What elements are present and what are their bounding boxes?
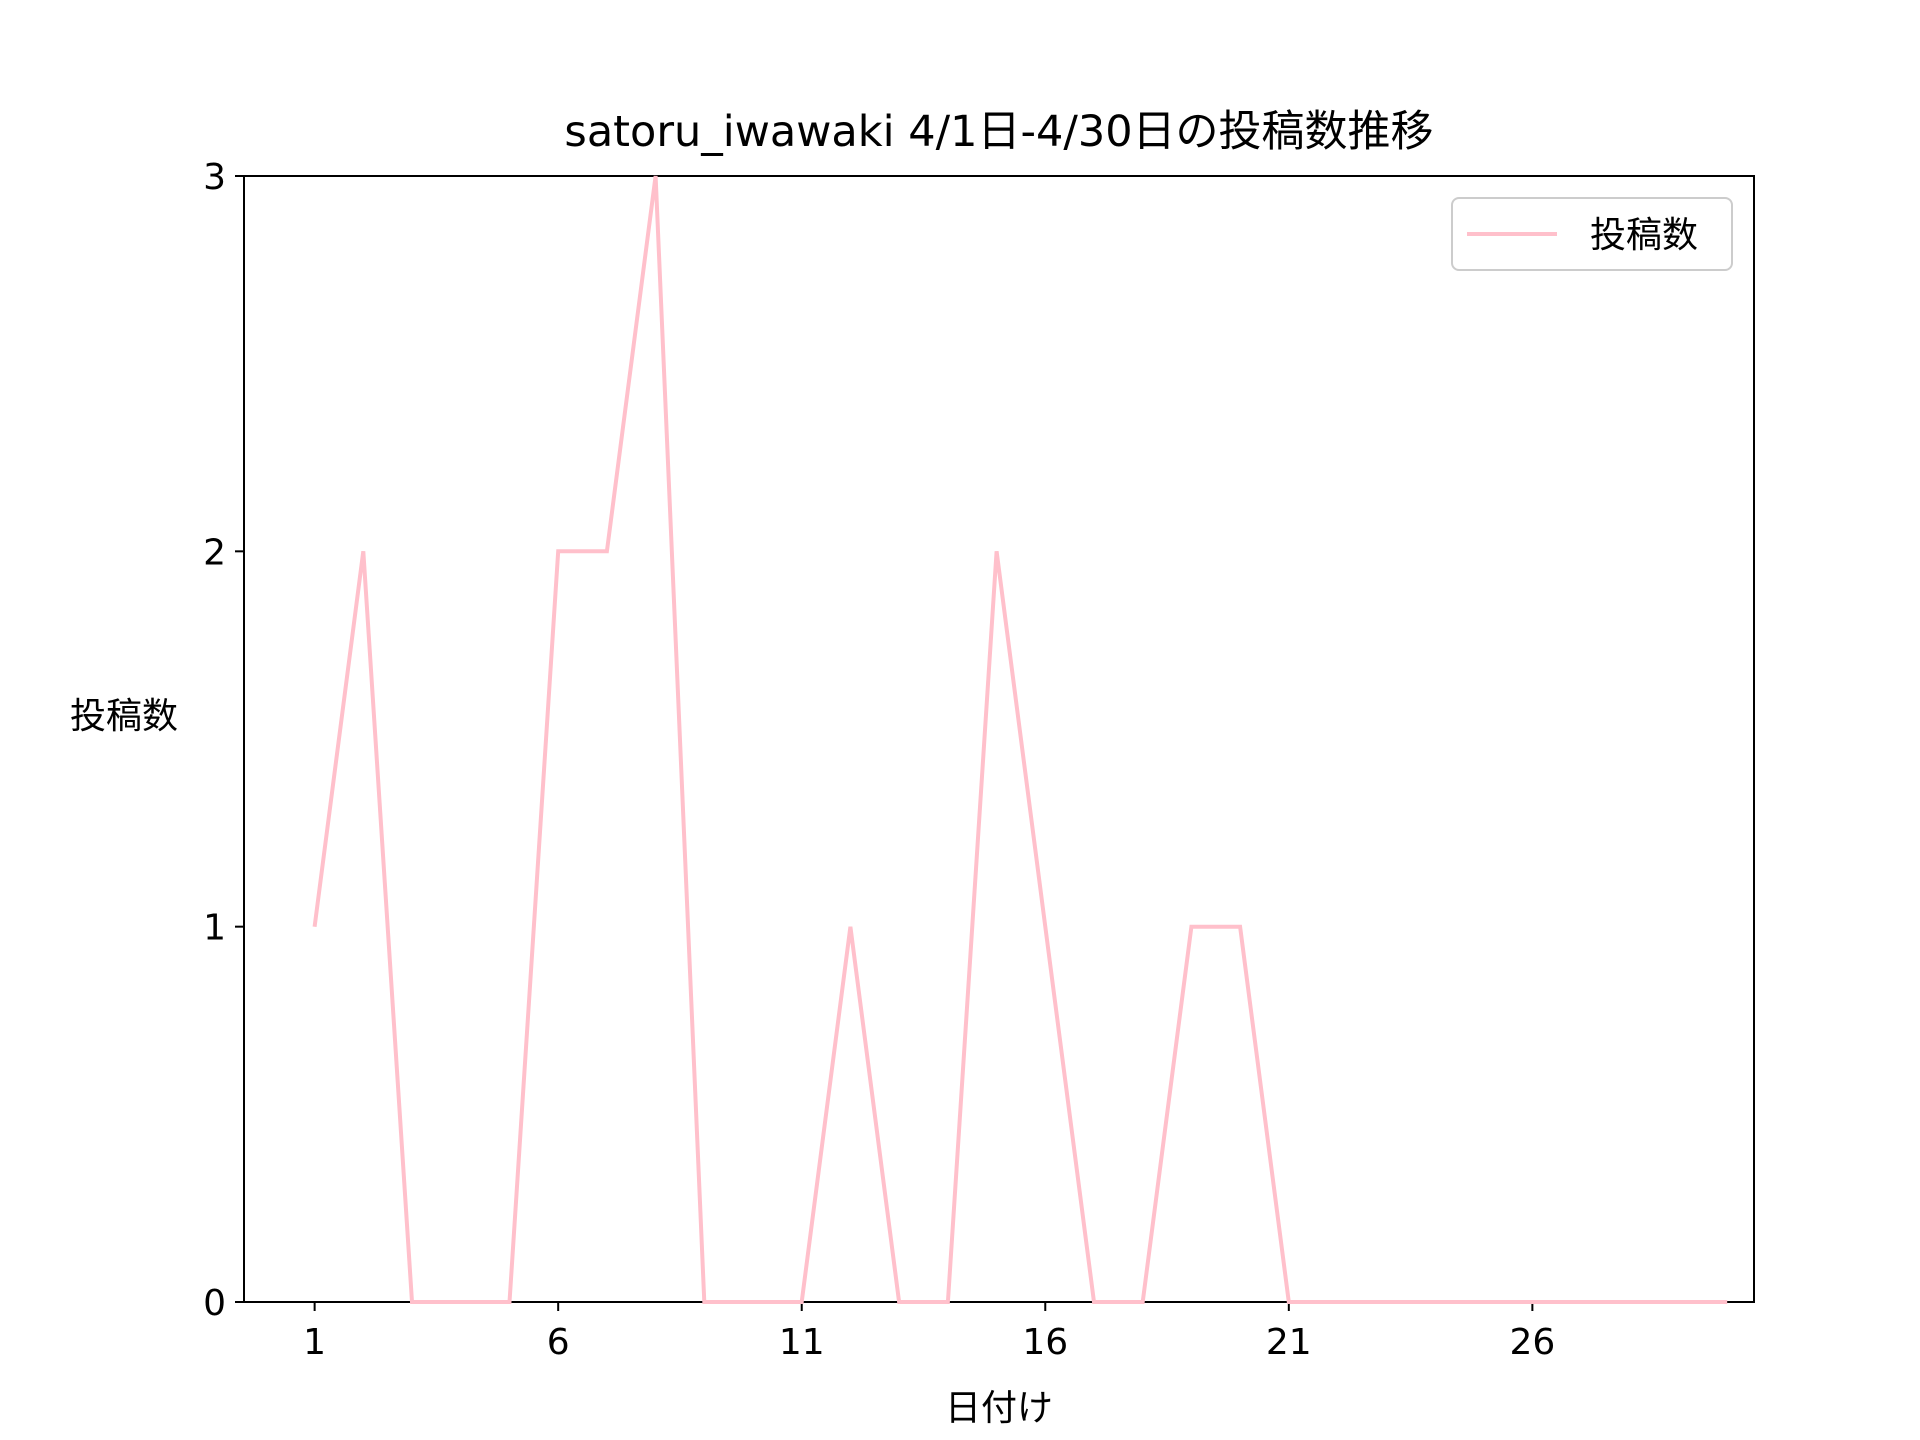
x-tick-label: 6 xyxy=(547,1322,570,1363)
x-axis-label: 日付け xyxy=(945,1388,1053,1429)
y-axis-label: 投稿数 xyxy=(70,696,178,737)
x-tick-label: 21 xyxy=(1266,1322,1312,1363)
chart-title: satoru_iwawaki 4/1日-4/30日の投稿数推移 xyxy=(564,107,1433,157)
y-tick-label: 1 xyxy=(203,908,226,949)
x-tick-label: 16 xyxy=(1022,1322,1068,1363)
legend-label: 投稿数 xyxy=(1590,215,1698,256)
y-tick-label: 3 xyxy=(203,157,226,198)
series-line xyxy=(312,175,1728,1304)
axes-frame xyxy=(243,175,1755,1303)
x-tick-label: 1 xyxy=(303,1322,326,1363)
legend-box xyxy=(1451,197,1733,271)
y-tick-label: 2 xyxy=(203,532,226,573)
x-tick-label: 26 xyxy=(1509,1322,1555,1363)
x-tick-label: 11 xyxy=(779,1322,825,1363)
y-tick-label: 0 xyxy=(203,1283,226,1324)
